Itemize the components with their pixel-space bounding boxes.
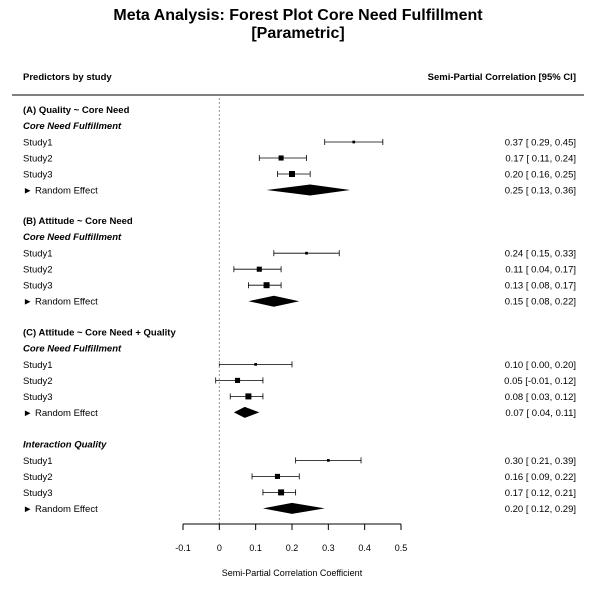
ci-text: 0.13 [ 0.08, 0.17] <box>505 281 576 292</box>
ci-text: 0.24 [ 0.15, 0.33] <box>505 249 576 260</box>
point-estimate <box>256 266 262 272</box>
ci-text: 0.20 [ 0.12, 0.29] <box>505 504 576 515</box>
x-tick-label: 0.3 <box>322 543 335 553</box>
x-tick-label: 0.4 <box>358 543 371 553</box>
study-label: Study2 <box>23 472 53 483</box>
study-label: Study3 <box>23 170 53 181</box>
chart-title-line1: Meta Analysis: Forest Plot Core Need Ful… <box>113 7 483 24</box>
ci-text: 0.30 [ 0.21, 0.39] <box>505 456 576 467</box>
ci-text: 0.10 [ 0.00, 0.20] <box>505 360 576 371</box>
x-axis-label: Semi-Partial Correlation Coefficient <box>222 568 363 578</box>
ci-text: 0.15 [ 0.08, 0.22] <box>505 297 576 308</box>
study-label: Study2 <box>23 376 53 387</box>
x-tick-label: 0.1 <box>249 543 262 553</box>
x-tick-label: 0.5 <box>395 543 408 553</box>
chart-title-line2: [Parametric] <box>251 25 344 42</box>
ci-text: 0.07 [ 0.04, 0.11] <box>505 408 576 419</box>
summary-diamond <box>266 184 351 196</box>
section-title: (A) Quality ~ Core Need <box>23 105 130 116</box>
point-estimate <box>274 473 281 479</box>
ci-text: 0.08 [ 0.03, 0.12] <box>505 392 576 403</box>
ci-text: 0.05 [-0.01, 0.12] <box>504 376 576 387</box>
random-effect-label: ► Random Effect <box>23 504 98 515</box>
ci-text: 0.17 [ 0.11, 0.24] <box>505 154 576 165</box>
study-label: Study2 <box>23 265 53 276</box>
ci-text: 0.25 [ 0.13, 0.36] <box>505 186 576 197</box>
study-label: Study2 <box>23 154 53 165</box>
study-label: Study3 <box>23 392 53 403</box>
group-title: Core Need Fulfillment <box>23 121 122 132</box>
x-tick-label: -0.1 <box>175 543 191 553</box>
ci-text: 0.11 [ 0.04, 0.17] <box>505 265 576 276</box>
point-estimate <box>352 140 356 144</box>
point-estimate <box>234 377 241 383</box>
x-tick-label: 0 <box>217 543 222 553</box>
point-estimate <box>289 171 295 177</box>
study-label: Study3 <box>23 488 53 499</box>
study-label: Study3 <box>23 281 53 292</box>
summary-diamond <box>262 502 325 514</box>
point-estimate <box>254 363 258 366</box>
random-effect-label: ► Random Effect <box>23 186 98 197</box>
group-title: Core Need Fulfillment <box>23 343 122 354</box>
random-effect-label: ► Random Effect <box>23 408 98 419</box>
x-axis: -0.1 0 0.1 0.2 0.3 0.4 0.5 <box>175 523 408 553</box>
summary-diamond <box>233 406 260 418</box>
section-title: (C) Attitude ~ Core Need + Quality <box>23 327 176 338</box>
point-estimate <box>305 251 308 255</box>
point-estimate <box>278 155 284 161</box>
forest-rows: (A) Quality ~ Core Need Core Need Fulfill… <box>23 105 576 515</box>
ci-text: 0.37 [ 0.29, 0.45] <box>505 138 576 149</box>
point-estimate <box>263 282 270 289</box>
study-label: Study1 <box>23 138 53 149</box>
ci-text: 0.16 [ 0.09, 0.22] <box>505 472 576 483</box>
ci-text: 0.20 [ 0.16, 0.25] <box>505 170 576 181</box>
x-tick-label: 0.2 <box>286 543 299 553</box>
group-title: Interaction Quality <box>23 439 107 450</box>
group-title: Core Need Fulfillment <box>23 232 122 243</box>
study-label: Study1 <box>23 360 53 371</box>
random-effect-label: ► Random Effect <box>23 297 98 308</box>
point-estimate <box>245 393 252 400</box>
ci-text: 0.17 [ 0.12, 0.21] <box>505 488 576 499</box>
point-estimate <box>278 489 285 496</box>
left-column-header: Predictors by study <box>23 72 112 83</box>
point-estimate <box>326 459 330 462</box>
section-title: (B) Attitude ~ Core Need <box>23 216 133 227</box>
study-label: Study1 <box>23 249 53 260</box>
study-label: Study1 <box>23 456 53 467</box>
right-column-header: Semi-Partial Correlation [95% CI] <box>428 72 576 83</box>
summary-diamond <box>248 295 300 307</box>
